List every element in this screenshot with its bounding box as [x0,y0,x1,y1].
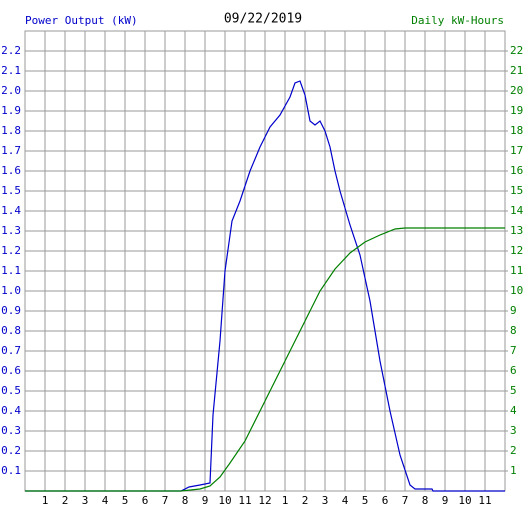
y2-tick-label: 20 [510,84,523,97]
x-tick-label: 11 [478,494,491,507]
x-tick-label: 12 [258,494,271,507]
x-tick-label: 2 [62,494,69,507]
x-tick-label: 9 [442,494,449,507]
y-tick-label: 0.4 [1,404,21,417]
y-tick-label: 1.6 [1,164,21,177]
y-tick-label: 1.8 [1,124,21,137]
y-tick-label: 0.7 [1,344,21,357]
y2-tick-label: 5 [510,384,517,397]
y2-tick-label: 7 [510,344,517,357]
x-tick-label: 6 [142,494,149,507]
x-tick-label: 2 [302,494,309,507]
y2-tick-label: 18 [510,124,523,137]
chart-title: 09/22/2019 [224,12,302,27]
y-tick-label: 0.5 [1,384,21,397]
x-tick-label: 9 [202,494,209,507]
series-line [25,80,505,492]
y2-tick-label: 8 [510,324,517,337]
y2-tick-label: 12 [510,244,523,257]
y2-tick-label: 13 [510,224,523,237]
x-tick-label: 10 [218,494,231,507]
y2-tick-label: 17 [510,144,523,157]
y2-tick-label: 15 [510,184,523,197]
series-line [25,227,505,492]
y-tick-label: 1.5 [1,184,21,197]
x-tick-label: 1 [282,494,289,507]
y-tick-label: 1.0 [1,284,21,297]
y2-axis-title: Daily kW-Hours [411,14,504,27]
y2-tick-label: 14 [510,204,524,217]
x-tick-label: 3 [82,494,89,507]
y-tick-label: 0.8 [1,324,21,337]
y-axis-title: Power Output (kW) [25,14,138,27]
x-tick-label: 4 [102,494,109,507]
y2-tick-label: 4 [510,404,517,417]
y2-tick-label: 19 [510,104,523,117]
y-tick-label: 0.9 [1,304,21,317]
x-tick-label: 7 [162,494,169,507]
y2-tick-label: 9 [510,304,517,317]
y-tick-label: 0.1 [1,464,21,477]
y-tick-label: 2.1 [1,64,21,77]
y2-tick-label: 2 [510,444,517,457]
y-tick-label: 0.6 [1,364,21,377]
x-tick-label: 6 [382,494,389,507]
x-tick-label: 11 [238,494,251,507]
y-tick-label: 2.0 [1,84,21,97]
x-tick-label: 7 [402,494,409,507]
y2-tick-label: 3 [510,424,517,437]
y-tick-label: 0.2 [1,444,21,457]
x-tick-label: 4 [342,494,349,507]
y2-tick-label: 1 [510,464,517,477]
x-tick-label: 5 [122,494,129,507]
y-tick-label: 0.3 [1,424,21,437]
y-tick-label: 1.7 [1,144,21,157]
y-tick-label: 1.3 [1,224,21,237]
y2-tick-label: 21 [510,64,523,77]
x-tick-label: 10 [458,494,471,507]
y-tick-label: 1.1 [1,264,21,277]
x-tick-label: 5 [362,494,369,507]
y2-tick-label: 10 [510,284,523,297]
y2-tick-label: 6 [510,364,517,377]
y-tick-label: 1.2 [1,244,21,257]
y2-tick-label: 22 [510,44,523,57]
y2-tick-label: 16 [510,164,523,177]
x-tick-label: 3 [322,494,329,507]
y-tick-label: 1.9 [1,104,21,117]
x-tick-label: 8 [422,494,429,507]
y-tick-label: 1.4 [1,204,21,217]
y2-tick-label: 11 [510,264,523,277]
x-tick-label: 1 [42,494,49,507]
y-tick-label: 2.2 [1,44,21,57]
x-tick-label: 8 [182,494,189,507]
